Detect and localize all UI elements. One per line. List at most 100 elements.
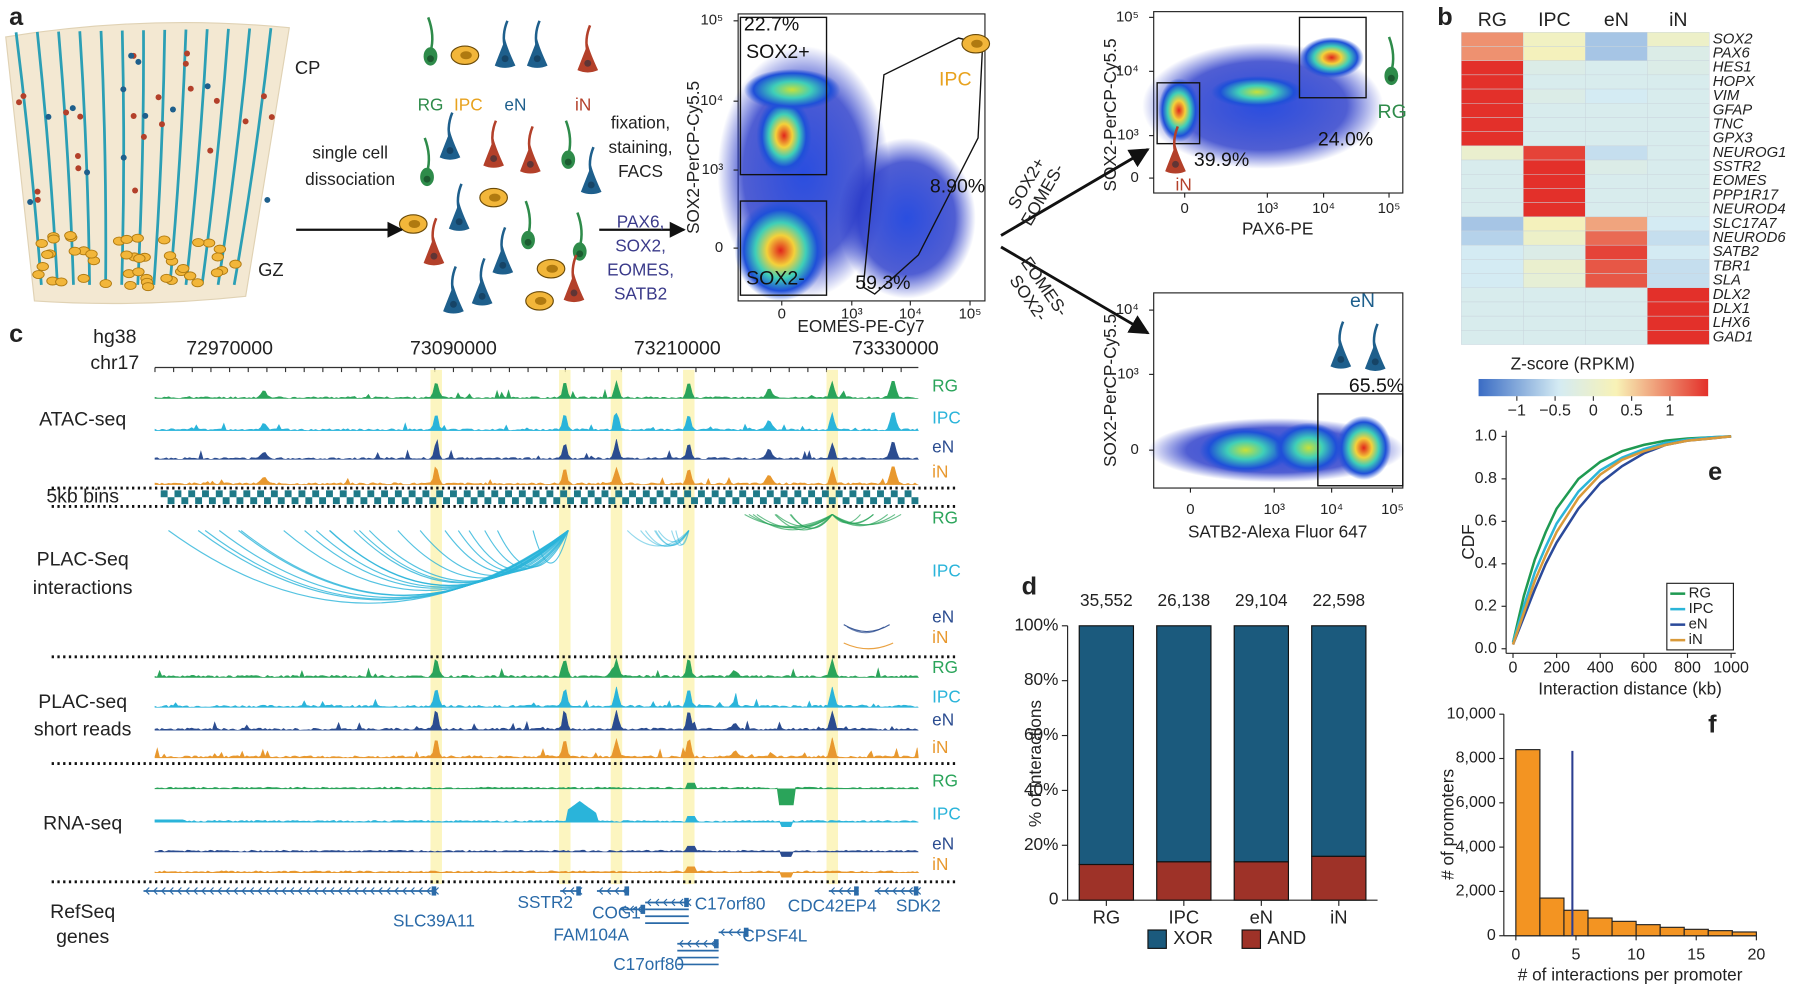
heatmap-cell [1523, 173, 1586, 189]
heatmap-cell [1461, 60, 1524, 76]
density-peak [756, 96, 812, 175]
gene-strand [297, 887, 303, 895]
gate [1156, 82, 1201, 145]
progenitor-dot [64, 231, 77, 241]
bin [897, 497, 905, 505]
cell-nucleus [499, 261, 507, 269]
density-peak [734, 199, 827, 301]
panel-label: d [1022, 573, 1037, 601]
bin [429, 497, 437, 505]
heatmap-cell [1461, 202, 1524, 218]
arrow [1000, 148, 1150, 237]
cell-body [483, 139, 504, 168]
exon [576, 886, 581, 896]
track-label: eN [932, 436, 954, 456]
highlight [610, 369, 623, 885]
gene-strand [830, 887, 835, 895]
bin [491, 490, 499, 498]
bin [477, 490, 485, 498]
interaction-arc [843, 642, 894, 650]
bin [236, 497, 244, 505]
neuron-dot [27, 199, 34, 206]
heatmap-cell [1461, 230, 1524, 246]
heatmap-cell [1585, 230, 1648, 246]
row-label: PPP1R17 [1713, 186, 1779, 203]
interaction-arc [831, 513, 902, 526]
neuron-dot [69, 105, 76, 112]
gene-strand [720, 928, 725, 937]
cell-icon [525, 291, 554, 311]
bin [863, 490, 871, 498]
cell-icon [577, 24, 599, 73]
interaction-arc [419, 530, 569, 576]
x-tick-label: 400 [1587, 659, 1614, 677]
y-tick-label: 10,000 [1447, 704, 1496, 722]
highlight [826, 369, 839, 885]
bin [415, 497, 423, 505]
heatmap-cell [1461, 244, 1524, 260]
heatmap-cell [1585, 287, 1648, 303]
bin [394, 490, 402, 498]
heatmap-cell [1585, 188, 1648, 203]
gene-strand [670, 898, 676, 907]
row-label: GPX3 [1713, 130, 1753, 147]
bin [649, 497, 657, 505]
x-tick-label: 10 [1627, 946, 1645, 964]
gene-strand [410, 887, 415, 895]
progenitor-dot [210, 268, 224, 278]
row-label: SOX2 [1713, 30, 1753, 47]
neuron-dot [140, 133, 147, 140]
cell-body [448, 202, 470, 231]
heatmap-cell [1585, 131, 1648, 147]
y-tick-label: 10⁵ [1116, 8, 1139, 25]
cell-icon [492, 226, 514, 275]
y-tick-label: 2,000 [1456, 882, 1496, 900]
highlight [430, 369, 442, 885]
rna-track [154, 782, 920, 806]
label: 73330000 [852, 337, 939, 359]
interaction-arc [397, 530, 569, 579]
cell-nucleus [490, 155, 498, 163]
bin [567, 497, 574, 505]
radial-fiber [184, 29, 209, 286]
gene-strand [846, 887, 852, 895]
gate [1317, 393, 1404, 487]
panel-label: f [1708, 710, 1717, 738]
x-tick-label: 10⁴ [1320, 501, 1343, 518]
signal-track [154, 710, 919, 731]
heatmap-cell [1647, 202, 1710, 218]
interaction-arc [775, 514, 833, 527]
label: hg38 [93, 326, 136, 348]
row-label: NEUROG1 [1713, 144, 1787, 161]
progenitor-dot [55, 277, 68, 287]
heatmap-cell [1461, 287, 1524, 303]
total-label: 29,104 [1235, 590, 1288, 610]
interaction-arc [328, 530, 569, 587]
heatmap-cell [1647, 88, 1710, 104]
bin [202, 490, 209, 498]
signal-track [154, 657, 919, 678]
bin [684, 490, 692, 498]
heatmap-cell [1647, 287, 1710, 303]
bin [808, 490, 816, 498]
row-label: NEUROD4 [1713, 201, 1786, 218]
cell-nucleus [524, 238, 532, 246]
x-tick-label: 5 [1572, 946, 1581, 964]
cell-nucleus [576, 250, 584, 258]
heatmap-cell [1647, 60, 1710, 76]
column-label: iN [1669, 9, 1687, 31]
y-tick-label: 10³ [702, 161, 724, 178]
density-cloud [838, 137, 976, 299]
heatmap-cell [1461, 315, 1524, 331]
cell-nucleus [430, 252, 438, 260]
bin [856, 497, 864, 505]
track-group-label: 5kb bins [46, 485, 119, 507]
cell-nucleus [546, 264, 558, 273]
column-label: eN [1604, 9, 1629, 31]
track-label: eN [932, 834, 954, 854]
gate-label: IPC [939, 69, 972, 91]
gene-label: C17orf80 [695, 893, 766, 913]
bar-segment [1156, 861, 1212, 901]
signal-track [154, 466, 919, 485]
heatmap-cell [1647, 188, 1710, 203]
